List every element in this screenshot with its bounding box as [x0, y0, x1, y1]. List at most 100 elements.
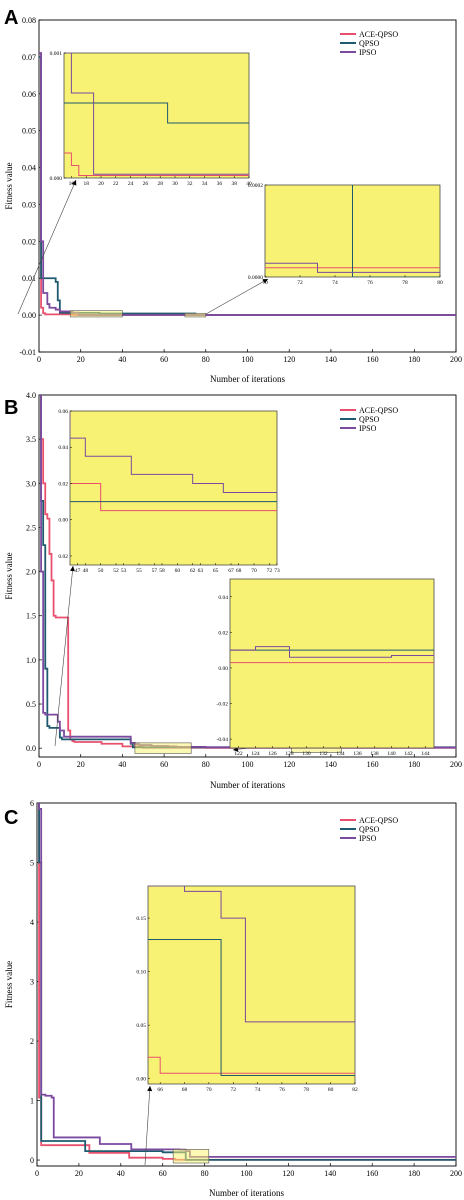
zoom-x-tick-label: 134 — [336, 751, 345, 757]
legend-label-ace-qpso: ACE-QPSO — [359, 30, 398, 39]
y-tick-label: 2.0 — [26, 568, 36, 577]
zoom-x-tick-label: 48 — [83, 568, 89, 574]
zoom-x-tick-label: 70 — [206, 1087, 212, 1093]
y-axis-label: Fitness value — [4, 162, 14, 209]
zoom-y-tick-label: 0.02 — [218, 630, 228, 636]
zoom-x-tick-label: 73 — [274, 568, 280, 574]
x-tick-label: 160 — [367, 355, 379, 364]
zoom-x-tick-label: 72 — [267, 568, 273, 574]
zoom-x-tick-label: 124 — [251, 751, 260, 757]
x-tick-label: 200 — [450, 1169, 462, 1178]
zoom-inset-0-0: 16 18 20 22 24 26 28 30 32 34 36 38 40 0.000 0.001 — [50, 51, 252, 187]
y-tick-label: 0.08 — [22, 16, 36, 25]
zoom-x-tick-label: 62 — [190, 568, 196, 574]
zoom-x-tick-label: 132 — [319, 751, 328, 757]
zoom-source-box — [172, 1149, 210, 1164]
zoom-x-tick-label: 70 — [262, 280, 268, 286]
zoom-x-tick-label: 28 — [157, 181, 163, 187]
x-tick-label: 20 — [77, 760, 85, 769]
zoom-inset-1-0: 47 48 50 52 53 55 57 58 60 62 63 65 67 68 70 72 73 0.02 0.… — [58, 409, 280, 574]
zoom-y-tick-label: 0.001 — [50, 51, 63, 57]
zoom-y-tick-label: 0.00 — [218, 666, 228, 672]
zoom-x-tick-label: 34 — [202, 181, 208, 187]
zoom-y-tick-label: 0.15 — [136, 916, 146, 922]
y-tick-label: -0.01 — [19, 348, 36, 357]
legend-label-qpso: QPSO — [359, 415, 380, 424]
legend-label-ipso: IPSO — [359, 834, 377, 843]
zoom-x-tick-label: 78 — [402, 280, 408, 286]
x-tick-label: 80 — [201, 1169, 209, 1178]
zoom-link-line — [17, 179, 77, 315]
zoom-inset-0-1: 70 72 74 76 78 80 0.0000 0.0002 — [248, 183, 443, 286]
zoom-series-group — [148, 886, 355, 1076]
zoom-inset-1-1: 122 124 126 128 130 132 134 136 138 140 142 144 -0.0… — [217, 578, 435, 757]
zoom-x-tick-label: 138 — [370, 751, 379, 757]
panel-letter: A — [4, 7, 18, 29]
x-tick-label: 140 — [325, 760, 337, 769]
legend-label-ipso: IPSO — [359, 48, 377, 57]
y-tick-label: 4.0 — [26, 391, 36, 400]
zoom-inset-2-0: 66 68 70 72 74 76 78 80 82 0.00 0.05 0.10 0.15 — [136, 885, 358, 1093]
x-tick-label: 0 — [37, 355, 41, 364]
zoom-y-tick-label: 0.10 — [136, 970, 146, 976]
zoom-x-tick-label: 72 — [297, 280, 303, 286]
x-tick-label: 0 — [35, 1169, 39, 1178]
x-tick-label: 140 — [325, 355, 337, 364]
y-tick-label: 3.5 — [26, 435, 36, 444]
zoom-x-tick-label: 80 — [328, 1087, 334, 1093]
x-tick-label: 60 — [160, 760, 168, 769]
y-tick-label: 0.0 — [26, 744, 36, 753]
zoom-inset-background — [229, 578, 435, 749]
zoom-inset-background — [69, 410, 278, 566]
zoom-x-tick-label: 63 — [198, 568, 204, 574]
zoom-x-tick-label: 47 — [75, 568, 81, 574]
zoom-x-tick-label: 58 — [159, 568, 165, 574]
y-tick-label: 3.0 — [26, 479, 36, 488]
zoom-link-arrowhead — [70, 566, 75, 572]
x-axis-label: Number of iterations — [210, 374, 285, 384]
y-tick-label: 1 — [30, 1097, 34, 1106]
zoom-x-tick-label: 55 — [136, 568, 142, 574]
zoom-x-tick-label: 16 — [69, 181, 75, 187]
zoom-x-tick-label: 30 — [172, 181, 178, 187]
x-tick-label: 60 — [160, 355, 168, 364]
zoom-source-box — [134, 742, 192, 754]
series-line-ace-qpso — [39, 395, 456, 749]
zoom-x-tick-label: 22 — [113, 181, 119, 187]
zoom-x-tick-label: 122 — [234, 751, 243, 757]
x-axis-label: Number of iterations — [210, 780, 285, 790]
x-tick-label: 20 — [75, 1169, 83, 1178]
y-tick-label: 1.0 — [26, 656, 36, 665]
zoom-x-tick-label: 65 — [213, 568, 219, 574]
zoom-link-arrowhead — [147, 1086, 153, 1092]
zoom-series-line-2 — [148, 886, 355, 1023]
zoom-x-tick-label: 32 — [187, 181, 193, 187]
legend-label-ace-qpso: ACE-QPSO — [359, 406, 398, 415]
zoom-x-tick-label: 24 — [128, 181, 134, 187]
zoom-x-tick-label: 40 — [246, 181, 252, 187]
x-tick-label: 160 — [367, 760, 379, 769]
x-tick-label: 20 — [77, 355, 85, 364]
zoom-y-tick-label: 0.02 — [58, 481, 68, 487]
zoom-x-tick-label: 26 — [143, 181, 149, 187]
x-tick-label: 40 — [118, 760, 126, 769]
zoom-x-tick-label: 68 — [182, 1087, 188, 1093]
y-axis-label: Fitness value — [4, 961, 14, 1008]
zoom-x-tick-label: 128 — [285, 751, 294, 757]
zoom-y-tick-label: 0.00 — [136, 1077, 146, 1083]
zoom-series-line-0 — [64, 152, 249, 176]
zoom-source-box — [69, 310, 123, 318]
x-tick-label: 40 — [118, 355, 126, 364]
x-tick-label: 120 — [282, 1169, 294, 1178]
zoom-y-tick-label: 0.06 — [58, 409, 68, 415]
zoom-x-tick-label: 53 — [121, 568, 127, 574]
y-tick-label: 0.01 — [22, 274, 36, 283]
zoom-x-tick-label: 82 — [352, 1087, 358, 1093]
zoom-x-tick-label: 36 — [217, 181, 223, 187]
x-tick-label: 180 — [408, 355, 420, 364]
y-tick-label: 0.5 — [26, 700, 36, 709]
y-tick-label: 0 — [30, 1156, 34, 1165]
